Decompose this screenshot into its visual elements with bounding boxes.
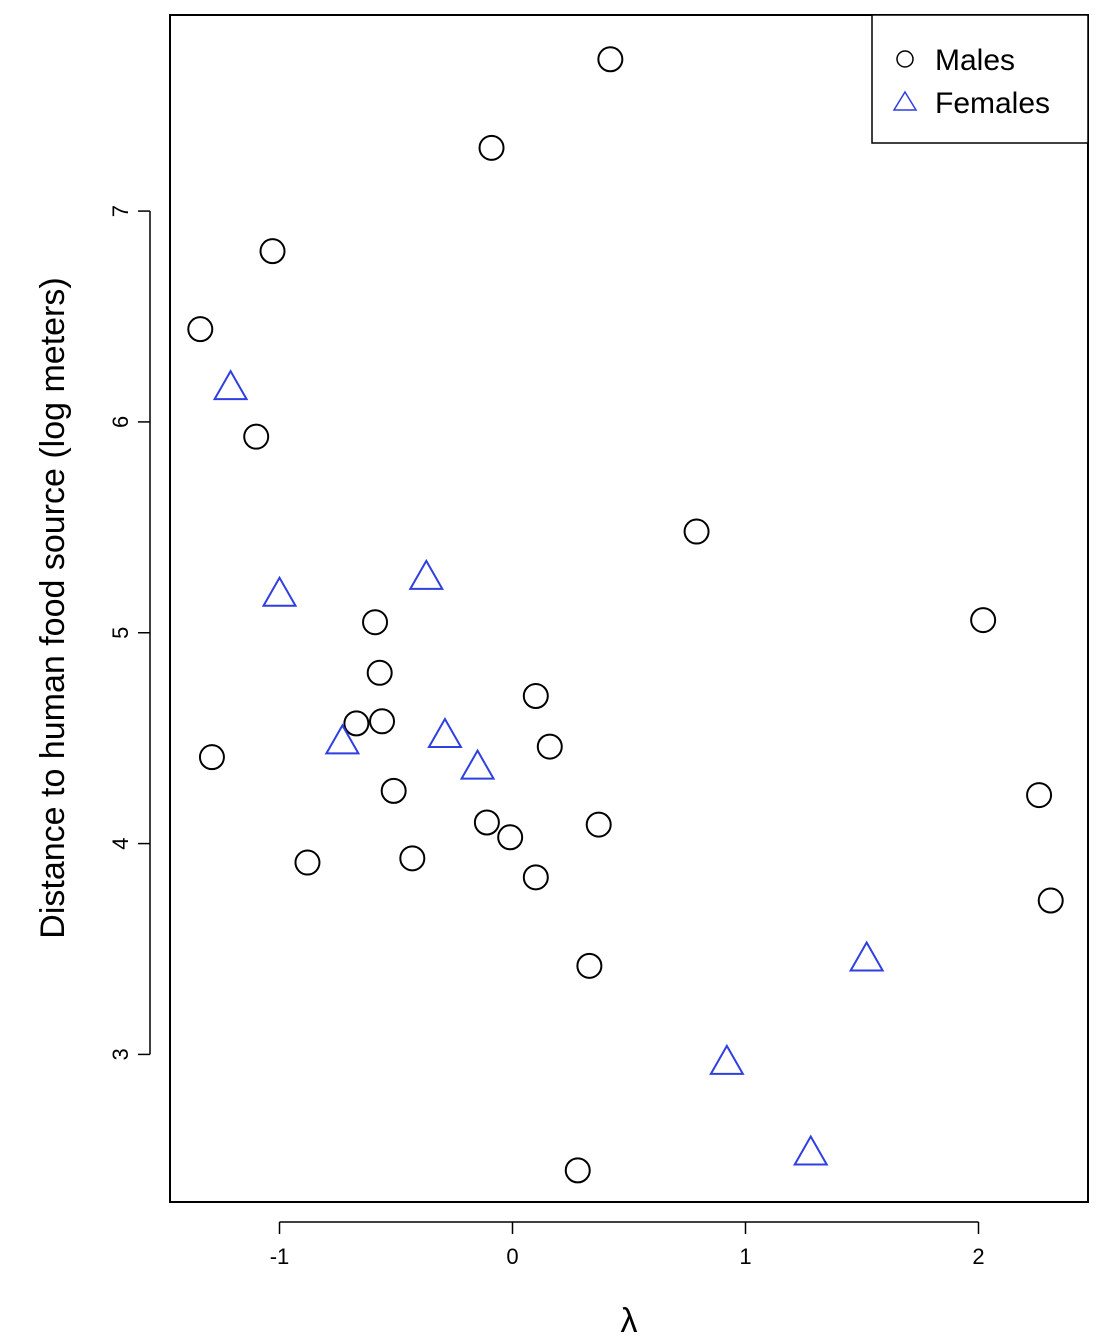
y-axis: 3 4 5 6 7 <box>108 205 151 1061</box>
y-tick-label: 7 <box>108 205 133 217</box>
y-axis-title: Distance to human food source (log meter… <box>34 277 72 938</box>
male-point <box>294 849 321 876</box>
female-point <box>793 1134 829 1166</box>
male-point <box>198 744 225 771</box>
male-point <box>473 809 500 836</box>
female-point <box>212 369 249 401</box>
y-tick-label: 5 <box>108 627 133 639</box>
male-point <box>366 659 393 686</box>
male-point <box>343 710 370 737</box>
legend-males-label: Males <box>935 44 1015 77</box>
male-point <box>399 845 426 872</box>
male-point <box>259 238 286 265</box>
male-point <box>522 682 549 709</box>
x-axis-title: λ <box>621 1302 638 1340</box>
x-tick-label: 0 <box>506 1244 518 1269</box>
male-point <box>970 607 997 634</box>
male-point <box>478 134 505 161</box>
female-point <box>459 748 496 780</box>
female-point <box>261 575 298 607</box>
male-point <box>380 777 407 804</box>
y-tick-label: 4 <box>108 837 133 849</box>
female-point <box>408 558 445 590</box>
data-points <box>187 46 1064 1184</box>
male-point <box>576 952 603 979</box>
y-tick-label: 6 <box>108 416 133 428</box>
legend-box <box>871 14 1089 144</box>
male-point <box>362 609 389 636</box>
male-point <box>497 824 524 851</box>
male-point <box>1026 782 1053 809</box>
male-point <box>585 811 612 838</box>
female-point <box>848 940 885 972</box>
legend-males-marker <box>896 50 914 68</box>
male-point <box>564 1157 591 1184</box>
x-tick-label: 1 <box>739 1244 751 1269</box>
legend-females-marker <box>892 90 918 111</box>
y-tick-label: 3 <box>108 1048 133 1060</box>
male-point <box>243 423 270 450</box>
male-point <box>597 46 624 73</box>
legend-females-label: Females <box>935 87 1050 120</box>
plot-frame <box>169 14 1089 1203</box>
male-point <box>1037 887 1064 914</box>
x-tick-label: -1 <box>270 1244 290 1269</box>
female-point <box>709 1043 745 1075</box>
male-point <box>522 864 549 891</box>
male-point <box>683 518 710 545</box>
x-axis: -1 0 1 2 <box>270 1221 985 1269</box>
male-point <box>536 733 563 760</box>
male-point <box>369 708 396 735</box>
female-point <box>427 717 463 749</box>
male-point <box>187 316 214 343</box>
legend: Males Females <box>871 14 1089 144</box>
female-point <box>324 723 361 755</box>
x-tick-label: 2 <box>972 1244 984 1269</box>
